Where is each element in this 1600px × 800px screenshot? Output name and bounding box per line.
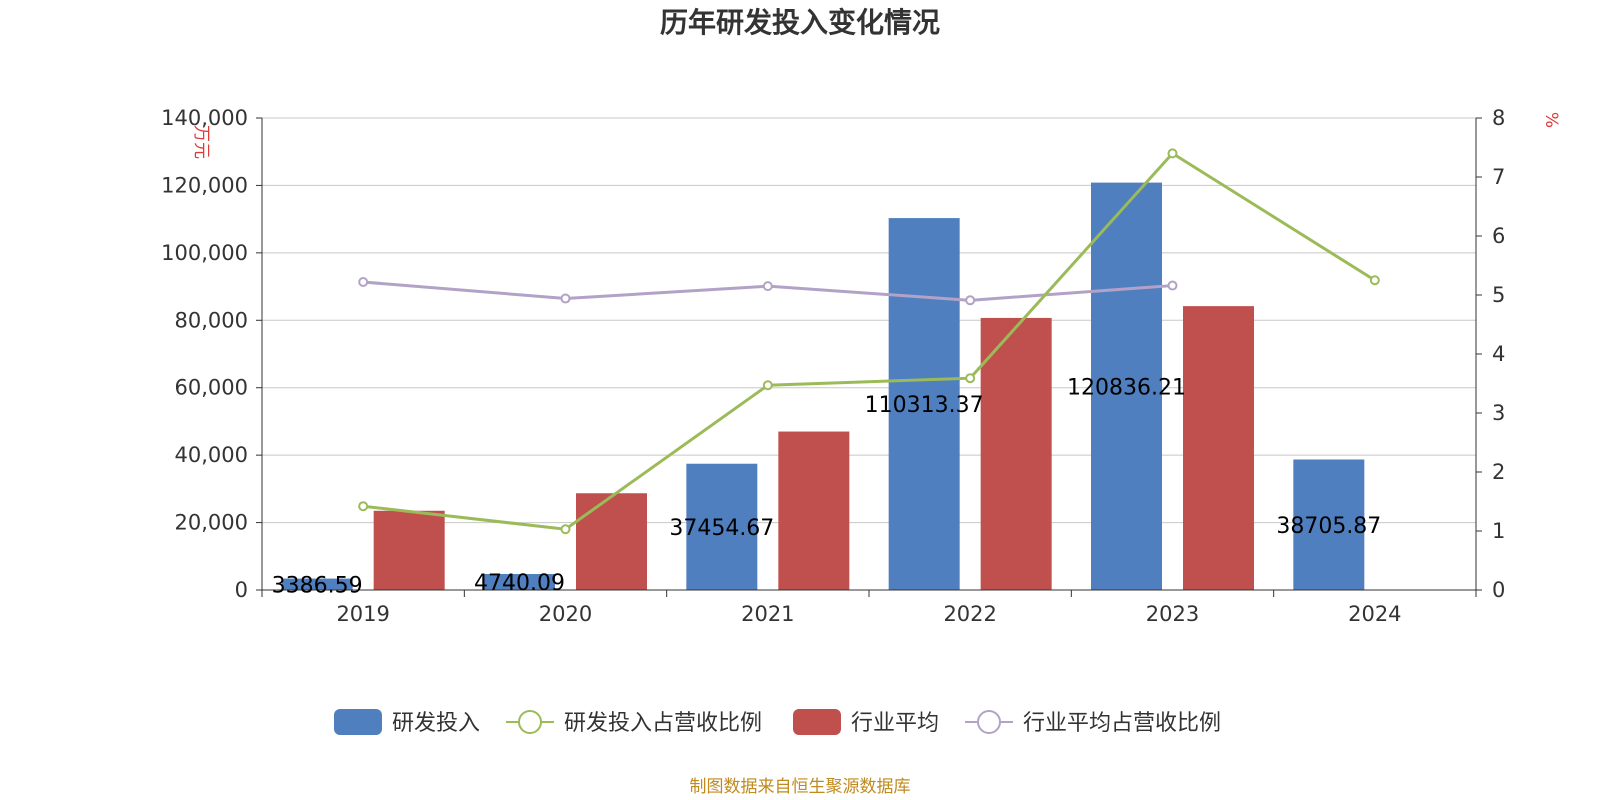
- rd-bar-label: 38705.87: [1276, 514, 1381, 539]
- rd-ratio-legend-marker: [518, 710, 542, 734]
- rd-bar: [1091, 182, 1162, 590]
- y-right-tick-label: 4: [1492, 342, 1505, 366]
- rd-ratio-point: [560, 524, 571, 535]
- rd-bar: [888, 218, 960, 590]
- y-right-tick-label: 3: [1492, 401, 1505, 425]
- y-right-tick-label: 5: [1492, 283, 1505, 307]
- y-left-tick-label: 40,000: [175, 443, 248, 467]
- rd-ratio-legend-label: 研发投入占营收比例: [564, 711, 762, 736]
- rd-legend-label: 研发投入: [392, 711, 480, 736]
- y-left-tick-label: 140,000: [161, 106, 248, 130]
- y-right-tick-label: 8: [1492, 106, 1505, 130]
- rd-ratio-point: [965, 373, 976, 384]
- rd-bar: [686, 463, 758, 590]
- rd-bar: [1293, 459, 1365, 590]
- industry-legend-swatch: [793, 709, 841, 735]
- rd-legend-swatch: [334, 709, 382, 735]
- grid-lines: [262, 117, 1476, 524]
- industry-bar: [980, 317, 1052, 590]
- y-left-tick-label: 120,000: [161, 173, 248, 197]
- rd-bar-label: 120836.21: [1067, 375, 1186, 400]
- rd-bar-label: 37454.67: [669, 516, 774, 541]
- y-left-tick-label: 0: [235, 578, 248, 602]
- x-tick-label: 2020: [539, 602, 592, 626]
- rd-ratio-point: [1167, 148, 1178, 159]
- industry-legend-label: 行业平均: [851, 711, 939, 736]
- rd-bar-label: 3386.59: [272, 573, 363, 598]
- chart-title: 历年研发投入变化情况: [660, 6, 940, 39]
- data-labels: 3386.59 4740.09 37454.67 110313.37 120836.21…: [272, 375, 1382, 598]
- y-left-tick-label: 20,000: [175, 511, 248, 535]
- y-right-tick-label: 2: [1492, 460, 1505, 484]
- industry-ratio-legend-marker: [977, 710, 1001, 734]
- legend: 研发投入 研发投入占营收比例 行业平均 行业平均占营收比例: [334, 709, 1221, 736]
- y-right-unit-label: %: [1541, 112, 1561, 128]
- x-tick-label: 2019: [336, 602, 389, 626]
- industry-ratio-point: [1167, 280, 1178, 291]
- y-left-tick-label: 60,000: [175, 376, 248, 400]
- x-tick-label: 2024: [1348, 602, 1401, 626]
- y-right-tick-label: 7: [1492, 165, 1505, 189]
- axes: 0 20,000 40,000 60,000 80,000 100,000 120,000 1…: [161, 106, 1561, 626]
- industry-bar: [778, 431, 850, 590]
- industry-ratio-point: [560, 293, 571, 304]
- y-left-unit-label: 万元: [191, 125, 211, 159]
- y-right-tick-label: 6: [1492, 224, 1505, 248]
- rd-ratio-point: [358, 501, 369, 512]
- industry-ratio-legend-label: 行业平均占营收比例: [1023, 711, 1221, 736]
- y-left-tick-label: 80,000: [175, 308, 248, 332]
- x-tick-label: 2021: [741, 602, 794, 626]
- rd-bar-label: 110313.37: [865, 393, 984, 418]
- x-tick-label: 2023: [1146, 602, 1199, 626]
- industry-bar: [373, 510, 445, 590]
- rd-bar: [484, 574, 555, 590]
- industry-ratio-point: [358, 277, 369, 288]
- industry-ratio-point: [965, 295, 976, 306]
- industry-bar: [576, 493, 647, 590]
- rd-bar: [281, 578, 353, 590]
- y-right-tick-label: 0: [1492, 578, 1505, 602]
- industry-bar: [1183, 306, 1254, 590]
- line-series: [358, 148, 1380, 535]
- bars: [281, 182, 1365, 590]
- y-right-tick-label: 1: [1492, 519, 1505, 543]
- rd-ratio-point: [762, 380, 773, 391]
- industry-ratio-point: [762, 281, 773, 292]
- rd-bar-label: 4740.09: [474, 571, 565, 596]
- source-note: 制图数据来自恒生聚源数据库: [690, 777, 911, 797]
- rd-ratio-point: [1369, 275, 1380, 286]
- rd-ratio-line: [362, 151, 1376, 531]
- y-left-tick-label: 100,000: [161, 241, 248, 265]
- x-tick-label: 2022: [943, 602, 996, 626]
